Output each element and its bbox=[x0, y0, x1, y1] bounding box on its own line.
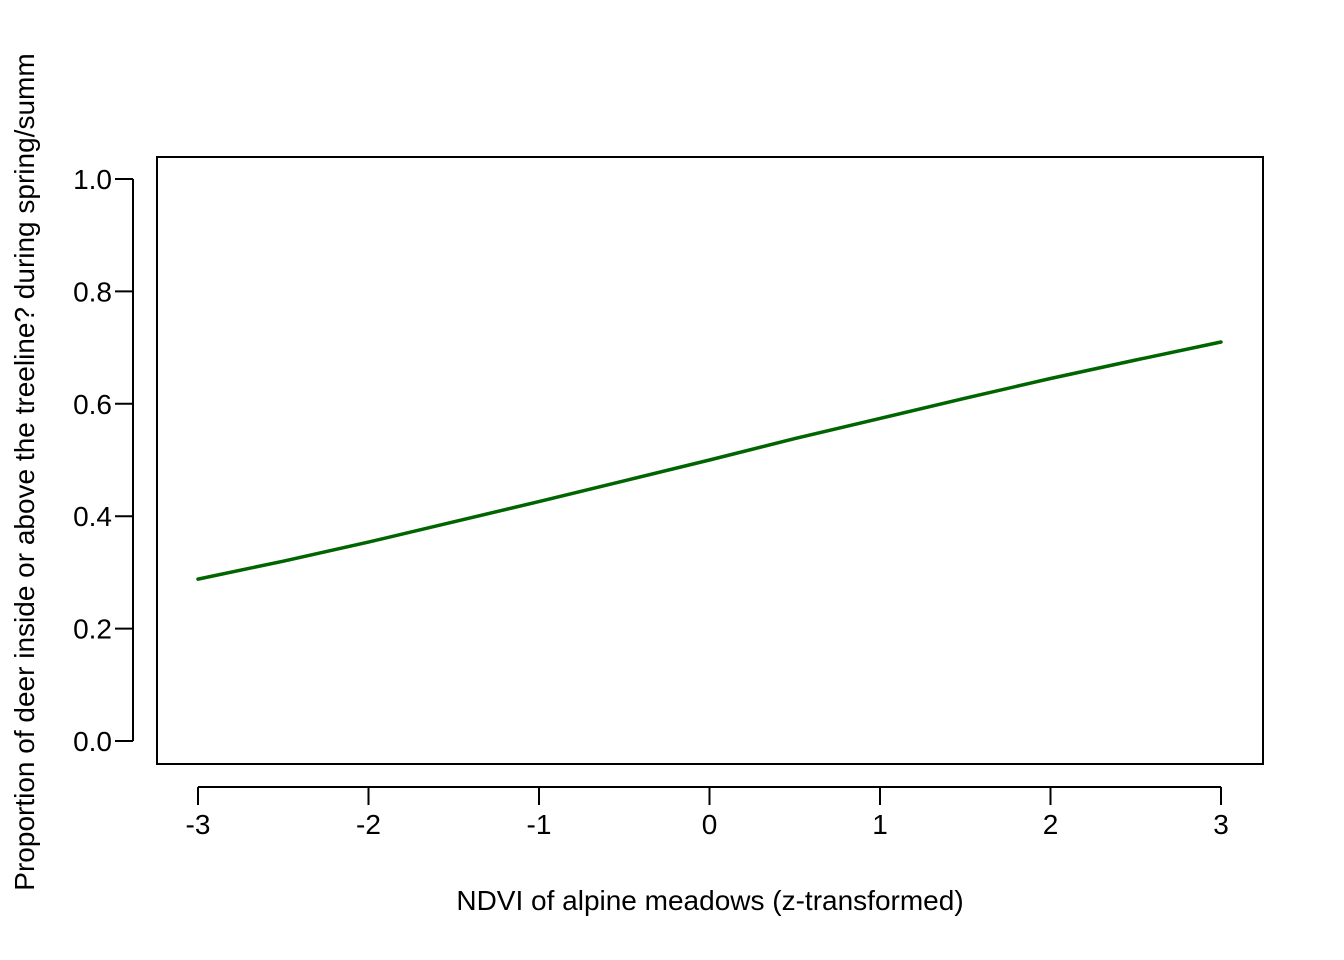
y-tick-label: 0.4 bbox=[73, 501, 112, 532]
x-tick-label: -1 bbox=[527, 809, 552, 840]
x-axis-title: NDVI of alpine meadows (z-transformed) bbox=[456, 885, 963, 916]
y-tick-label: 1.0 bbox=[73, 164, 112, 195]
y-axis-title: Proportion of deer inside or above the t… bbox=[9, 53, 40, 890]
y-tick-label: 0.0 bbox=[73, 726, 112, 757]
x-tick-label: -2 bbox=[356, 809, 381, 840]
x-tick-label: 2 bbox=[1043, 809, 1059, 840]
y-tick-label: 0.8 bbox=[73, 276, 112, 307]
x-tick-label: 3 bbox=[1213, 809, 1229, 840]
x-tick-label: 1 bbox=[872, 809, 888, 840]
plot-box bbox=[156, 156, 1264, 765]
x-tick-label: -3 bbox=[186, 809, 211, 840]
y-tick-label: 0.6 bbox=[73, 389, 112, 420]
y-tick-label: 0.2 bbox=[73, 614, 112, 645]
x-tick-label: 0 bbox=[702, 809, 718, 840]
series-line bbox=[196, 340, 1223, 581]
series-layer bbox=[196, 340, 1223, 581]
x-axis: -3 -2 -1 0 1 2 3 bbox=[186, 786, 1229, 840]
y-axis: 0.0 0.2 0.4 0.6 0.8 1.0 bbox=[73, 164, 134, 757]
